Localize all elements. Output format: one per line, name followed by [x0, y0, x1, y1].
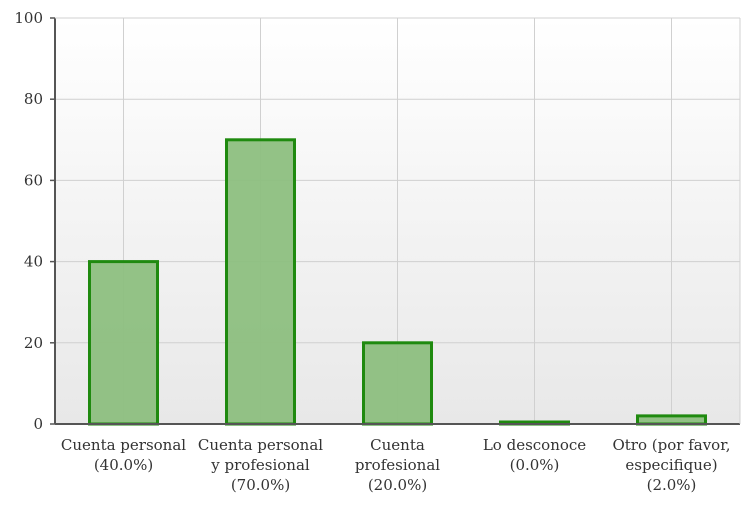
bar-1: [225, 138, 296, 426]
x-category-label-line: Lo desconoce: [483, 436, 586, 454]
x-category-label-line: Cuenta: [370, 436, 425, 454]
axes: [50, 17, 741, 425]
bars: [88, 138, 707, 426]
bar-4: [636, 414, 707, 426]
x-category-label-line: (2.0%): [647, 476, 697, 494]
y-tick-label: 40: [24, 253, 43, 271]
x-category-labels: Cuenta personal (40.0%) Cuenta personal y p…: [61, 436, 731, 494]
y-tick-label: 20: [24, 334, 43, 352]
x-category-label-line: (70.0%): [231, 476, 290, 494]
x-category-label-line: Cuenta personal: [198, 436, 323, 454]
y-tick-label: 100: [14, 9, 43, 27]
y-tick-label: 0: [33, 415, 43, 433]
x-category-label-line: y profesional: [210, 456, 310, 474]
x-category-label-line: especifique): [625, 456, 717, 474]
x-category-label: Lo desconoce (0.0%): [483, 436, 586, 474]
x-category-label: Cuenta profesional (20.0%): [355, 436, 440, 494]
x-category-label: Cuenta personal y profesional (70.0%): [198, 436, 323, 494]
y-tick-label: 60: [24, 171, 43, 189]
y-tick-labels: 0 20 40 60 80 100: [14, 9, 43, 433]
x-category-label: Cuenta personal (40.0%): [61, 436, 186, 474]
x-category-label-line: (40.0%): [94, 456, 153, 474]
x-category-label-line: Otro (por favor,: [612, 436, 730, 454]
x-category-label-line: profesional: [355, 456, 440, 474]
y-tick-label: 80: [24, 90, 43, 108]
x-category-label: Otro (por favor, especifique) (2.0%): [612, 436, 730, 494]
x-category-label-line: Cuenta personal: [61, 436, 186, 454]
bar-2: [362, 341, 433, 426]
bar-0: [88, 260, 159, 426]
x-category-label-line: (0.0%): [510, 456, 560, 474]
x-category-label-line: (20.0%): [368, 476, 427, 494]
